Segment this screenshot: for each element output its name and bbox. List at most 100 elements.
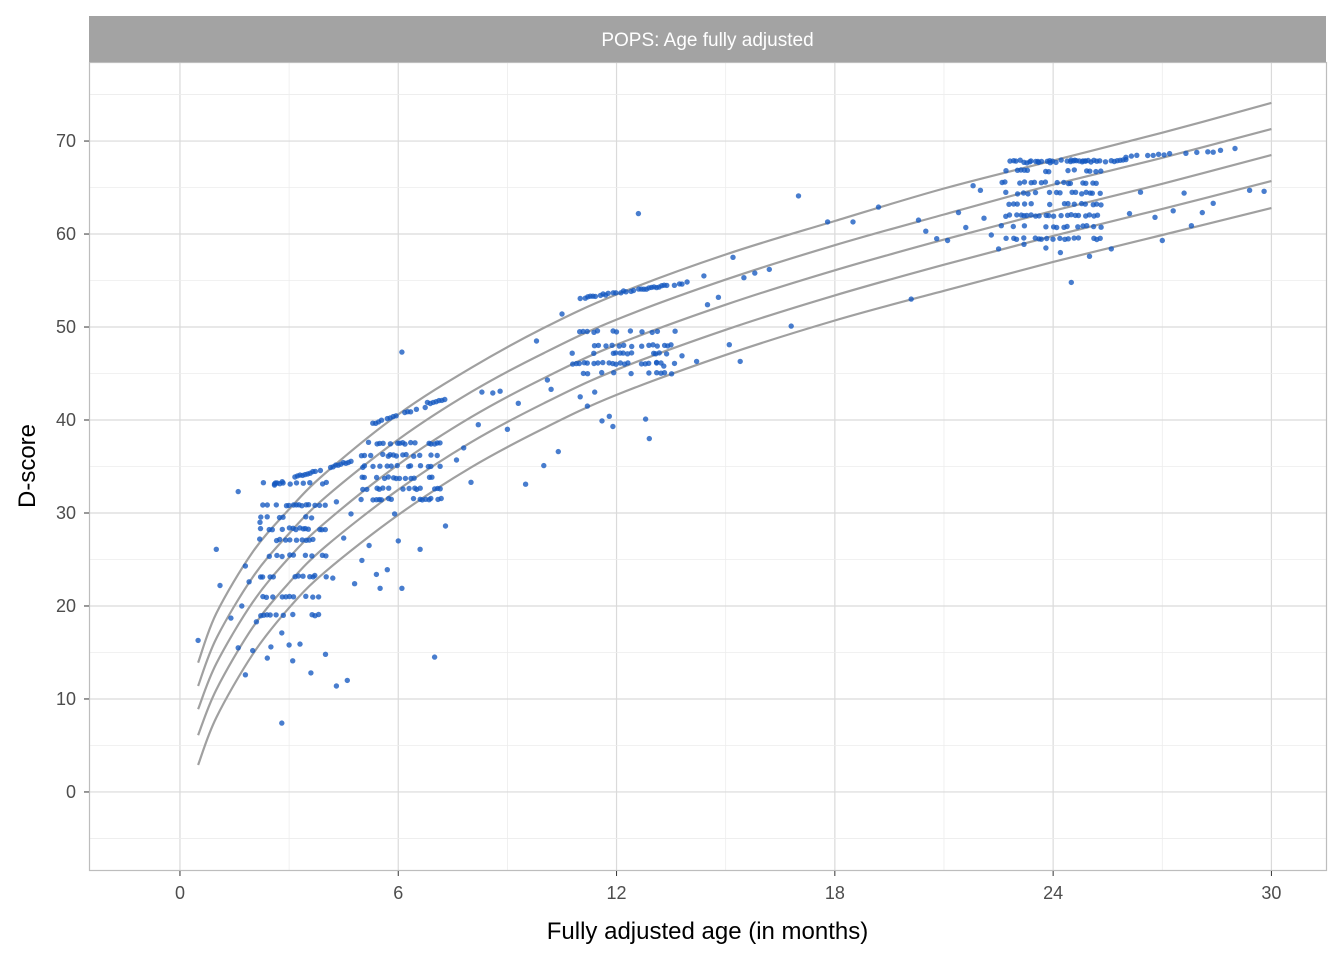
- data-point: [923, 228, 929, 234]
- data-point: [1014, 201, 1020, 207]
- data-point: [625, 360, 631, 366]
- data-point: [671, 360, 678, 367]
- data-point: [684, 279, 690, 285]
- data-point: [479, 389, 485, 395]
- data-point: [322, 502, 328, 508]
- data-point: [388, 463, 394, 469]
- data-point: [1159, 237, 1166, 244]
- data-point: [273, 502, 279, 508]
- data-point: [1075, 235, 1082, 241]
- data-point: [290, 611, 296, 618]
- data-point: [1145, 152, 1151, 159]
- data-point: [1170, 208, 1176, 214]
- data-point: [280, 514, 286, 520]
- data-point: [605, 290, 611, 296]
- data-point: [260, 502, 266, 508]
- data-point: [1090, 223, 1097, 230]
- data-point: [639, 329, 645, 335]
- data-point: [378, 417, 385, 423]
- data-point: [654, 343, 660, 349]
- data-point: [998, 223, 1004, 229]
- data-point: [264, 514, 270, 520]
- data-point: [417, 463, 424, 469]
- data-point: [1013, 236, 1020, 242]
- data-point: [1097, 158, 1103, 164]
- data-point: [584, 403, 591, 409]
- data-point: [293, 537, 300, 543]
- data-point: [1014, 212, 1020, 218]
- data-point: [591, 350, 597, 356]
- data-point: [1161, 152, 1167, 158]
- data-point: [576, 360, 582, 367]
- data-point: [274, 552, 280, 559]
- data-point: [672, 328, 678, 334]
- data-point: [351, 581, 358, 587]
- data-point: [1065, 236, 1072, 242]
- y-axis-ticks: 0 10 20 30 40 50 60 70: [56, 131, 89, 802]
- data-point: [668, 371, 675, 377]
- data-point: [1021, 241, 1027, 247]
- data-point: [1054, 224, 1060, 231]
- data-point: [286, 642, 292, 648]
- data-point: [348, 511, 354, 517]
- data-point: [410, 495, 417, 502]
- data-point: [1137, 189, 1144, 195]
- data-point: [402, 475, 409, 482]
- data-point: [628, 350, 635, 356]
- data-point: [1053, 159, 1059, 166]
- data-point: [333, 683, 340, 689]
- data-point: [1097, 190, 1103, 196]
- data-point: [302, 552, 309, 558]
- data-point: [752, 270, 758, 276]
- data-point: [646, 370, 652, 376]
- data-point: [569, 350, 575, 356]
- data-point: [437, 463, 443, 469]
- data-point: [1003, 168, 1009, 174]
- data-point: [461, 445, 467, 451]
- data-point: [330, 575, 336, 581]
- data-point: [287, 481, 293, 487]
- data-point: [595, 360, 601, 366]
- data-point: [270, 574, 276, 580]
- data-point: [1134, 152, 1140, 158]
- data-point: [290, 552, 297, 558]
- data-point: [308, 670, 314, 676]
- data-point: [650, 342, 656, 348]
- data-point: [307, 480, 313, 486]
- x-tick-label: 24: [1043, 883, 1063, 903]
- data-point: [611, 370, 617, 376]
- data-point: [468, 479, 474, 485]
- data-point: [646, 435, 652, 442]
- data-point: [257, 536, 263, 542]
- data-point: [260, 480, 267, 486]
- data-point: [613, 329, 620, 335]
- reference-curve: [197, 153, 1272, 710]
- data-point: [431, 654, 438, 660]
- data-point: [963, 224, 969, 231]
- y-tick-label: 70: [56, 131, 76, 151]
- data-point: [380, 440, 386, 446]
- data-point: [310, 594, 316, 600]
- data-point: [610, 423, 616, 430]
- data-point: [977, 187, 984, 193]
- data-point: [1086, 253, 1093, 259]
- data-point: [280, 612, 286, 618]
- data-point: [428, 452, 434, 458]
- data-point: [303, 593, 309, 599]
- data-point: [1087, 168, 1093, 174]
- data-point: [656, 350, 662, 356]
- data-point: [646, 360, 652, 366]
- data-point: [1083, 180, 1089, 186]
- data-point: [259, 574, 266, 580]
- data-point: [1021, 201, 1028, 207]
- data-point: [310, 536, 316, 543]
- data-point: [668, 342, 674, 348]
- data-point: [788, 323, 794, 329]
- data-point: [315, 594, 322, 600]
- data-point: [1038, 158, 1045, 165]
- data-point: [300, 573, 306, 579]
- data-point: [1050, 236, 1056, 242]
- data-point: [1210, 149, 1216, 155]
- data-point: [497, 388, 503, 394]
